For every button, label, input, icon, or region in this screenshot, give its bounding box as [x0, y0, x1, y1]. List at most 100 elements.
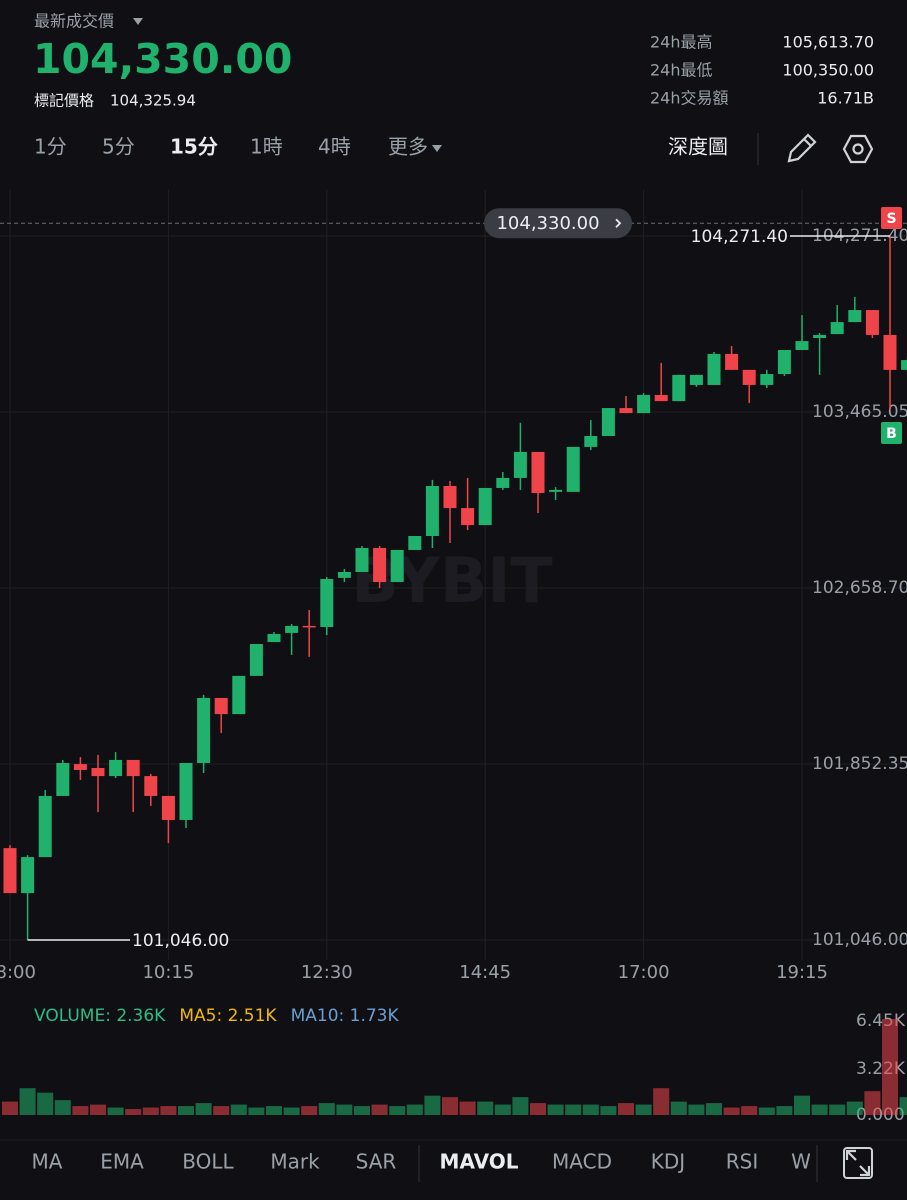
volume-y-label: 3.22K	[856, 1059, 906, 1079]
volume-bar	[776, 1106, 793, 1115]
candle-body	[232, 675, 246, 715]
settings-icon[interactable]	[842, 134, 874, 164]
volume-bar	[213, 1106, 230, 1115]
interval-tab[interactable]: 15分	[170, 135, 218, 159]
volume-bar	[406, 1104, 423, 1115]
indicator-tab[interactable]: RSI	[726, 1150, 759, 1174]
volume-bar	[354, 1106, 370, 1115]
volume-bar	[670, 1101, 687, 1115]
candle-body	[320, 578, 334, 628]
trade-signal-label: B	[886, 426, 897, 442]
interval-tab[interactable]: 5分	[102, 135, 135, 159]
candle-body	[425, 485, 439, 536]
candle-body	[126, 759, 140, 777]
candle-body	[689, 374, 703, 385]
volume-bar	[389, 1106, 406, 1115]
candle-body	[601, 408, 615, 437]
volume-bar	[706, 1103, 722, 1115]
volume-legend: VOLUME: 2.36K	[34, 1006, 166, 1026]
indicator-tab[interactable]: EMA	[100, 1150, 144, 1174]
candle-body	[513, 451, 527, 478]
x-tick-label: 10:15	[142, 962, 194, 983]
dropdown-arrow[interactable]	[133, 18, 143, 25]
candle-body	[848, 310, 862, 323]
dropdown-arrow[interactable]	[432, 145, 442, 152]
volume-bar	[494, 1104, 511, 1115]
indicator-tab[interactable]: BOLL	[182, 1150, 234, 1174]
volume-bar	[72, 1106, 89, 1115]
indicator-tab[interactable]: KDJ	[651, 1150, 685, 1174]
volume-bar	[2, 1101, 18, 1115]
volume-bar	[600, 1106, 617, 1115]
candle-body	[161, 795, 175, 820]
volume-bar	[477, 1101, 494, 1115]
candle-body	[496, 477, 510, 488]
candle-body	[390, 549, 404, 583]
volume-bar	[371, 1104, 388, 1115]
volume-bar	[846, 1101, 863, 1115]
indicator-tab[interactable]: Mark	[270, 1150, 320, 1174]
candle-body	[901, 360, 907, 370]
candle-body	[179, 762, 193, 820]
volume-bar	[811, 1104, 828, 1115]
candle-body	[795, 341, 809, 351]
volume-bar	[758, 1107, 775, 1115]
volume-bar	[459, 1101, 476, 1115]
trade-signal-label: S	[886, 211, 896, 227]
candle-body	[830, 322, 844, 335]
indicator-tab[interactable]: MAVOL	[440, 1150, 519, 1174]
candle-body	[742, 369, 756, 385]
draw-tool-icon[interactable]	[787, 133, 817, 163]
last-price-label[interactable]: 最新成交價	[34, 12, 114, 31]
candle-body	[144, 776, 158, 796]
candle-body	[637, 394, 651, 414]
indicator-tab[interactable]: MA	[32, 1150, 63, 1174]
depth-chart-button[interactable]: 深度圖	[668, 135, 728, 159]
x-tick-label: 19:15	[776, 962, 828, 983]
interval-tab[interactable]: 4時	[318, 135, 351, 159]
mark-price: 104,325.94	[110, 92, 196, 110]
volume-bar	[688, 1104, 705, 1115]
candle-body	[478, 487, 492, 526]
volume-bar	[90, 1104, 106, 1115]
volume-bar	[829, 1104, 846, 1115]
volume-legend: MA10: 1.73K	[291, 1006, 400, 1026]
interval-tab[interactable]: 1分	[34, 135, 67, 159]
candle-body	[21, 857, 35, 894]
stat-label: 24h最高	[650, 33, 713, 52]
candle-body	[91, 768, 105, 777]
volume-bar	[336, 1104, 353, 1115]
volume-bar	[178, 1106, 194, 1115]
volume-bar	[582, 1104, 599, 1115]
indicator-tab[interactable]: MACD	[552, 1150, 612, 1174]
volume-bar	[142, 1107, 159, 1115]
settings-icon-center	[852, 143, 864, 155]
volume-bar	[266, 1106, 282, 1115]
indicator-tab[interactable]: WR	[791, 1150, 825, 1174]
x-tick-label: 17:00	[618, 962, 670, 983]
interval-tab[interactable]: 1時	[250, 135, 283, 159]
high-marker-label: 104,271.40	[691, 227, 788, 247]
indicator-tab[interactable]: SAR	[356, 1150, 397, 1174]
y-tick-label: 101,852.35	[812, 754, 907, 774]
volume-bar	[107, 1107, 124, 1115]
volume-bar	[899, 1097, 907, 1115]
fullscreen-icon[interactable]	[845, 1149, 871, 1177]
candle-body	[285, 625, 299, 633]
candle-body	[566, 446, 580, 492]
mark-price-label: 標記價格	[34, 92, 94, 110]
volume-bar	[160, 1106, 177, 1115]
last-price-tag: 104,330.00	[496, 213, 599, 234]
interval-tab[interactable]: 更多	[388, 135, 428, 159]
y-tick-label: 101,046.00	[812, 930, 907, 950]
candle-body	[760, 374, 774, 385]
last-price-pill[interactable]	[484, 208, 632, 239]
candle-body	[267, 633, 281, 643]
volume-bar	[54, 1100, 71, 1115]
candle-body	[73, 764, 87, 770]
volume-bar	[882, 1019, 898, 1115]
low-marker-label: 101,046.00	[132, 931, 229, 951]
volume-bar	[794, 1095, 810, 1115]
candle-body	[355, 547, 369, 572]
